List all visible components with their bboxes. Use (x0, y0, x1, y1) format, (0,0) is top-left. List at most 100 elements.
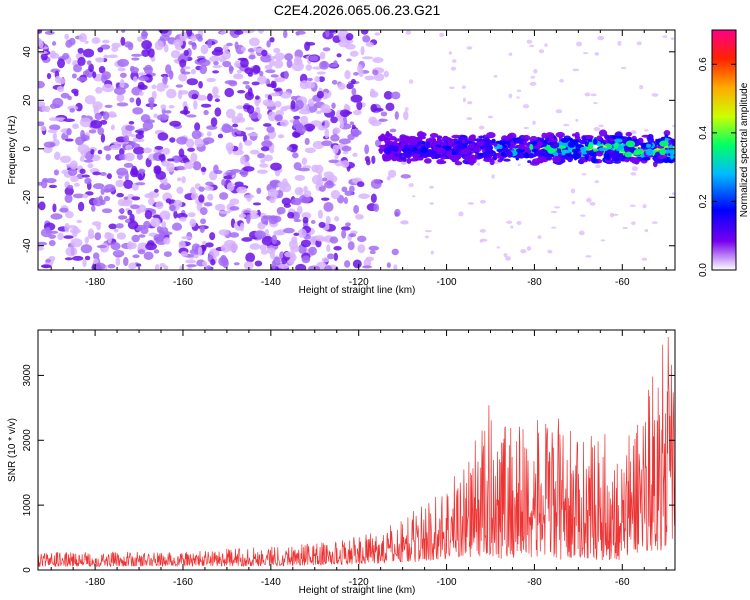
heatmap-cell (84, 236, 89, 245)
heatmap-cell (115, 223, 124, 229)
heatmap-cell (260, 249, 268, 255)
heatmap-cell (293, 115, 301, 120)
heatmap-cell (228, 66, 234, 72)
heatmap-cell (330, 116, 338, 124)
heatmap-cell (163, 237, 171, 245)
heatmap-cell (248, 37, 260, 47)
heatmap-cell (319, 51, 326, 60)
heatmap-cell (379, 148, 383, 152)
heatmap-cell (154, 188, 159, 193)
heatmap-cell (610, 151, 619, 159)
heatmap-cell (400, 174, 412, 179)
heatmap-cell (372, 57, 384, 63)
heatmap-cell (90, 148, 95, 155)
heatmap-cell (459, 150, 465, 155)
heatmap-cell (119, 72, 127, 78)
heatmap-cell (425, 140, 431, 148)
heatmap-cell (584, 92, 591, 97)
heatmap-cell (209, 232, 216, 241)
heatmap-cell (72, 193, 85, 199)
snr-series-line (38, 337, 675, 568)
heatmap-cell (171, 222, 183, 231)
heatmap-cell (469, 134, 476, 139)
heatmap-cell (300, 239, 311, 248)
heatmap-cell (160, 104, 167, 110)
heatmap-cell (38, 121, 45, 127)
heatmap-cell (374, 32, 381, 36)
heatmap-cell (476, 162, 481, 166)
heatmap-cell (551, 226, 557, 229)
heatmap-cell (336, 53, 342, 58)
heatmap-cell (339, 118, 344, 129)
heatmap-cell (357, 244, 366, 254)
heatmap-cell (266, 40, 271, 48)
heatmap-cell (614, 142, 619, 148)
heatmap-cell (95, 57, 104, 61)
heatmap-cell (338, 32, 345, 42)
heatmap-cell (641, 156, 651, 161)
heatmap-cell (596, 135, 603, 141)
heatmap-cell (516, 89, 522, 92)
heatmap-cell (274, 100, 282, 108)
heatmap-cell (323, 171, 334, 178)
heatmap-cell (132, 254, 140, 259)
heatmap-cell (38, 80, 45, 89)
heatmap-cell (301, 212, 312, 219)
heatmap-cell (190, 192, 199, 201)
heatmap-cell (137, 36, 143, 42)
heatmap-cell (391, 155, 398, 162)
heatmap-cell (140, 114, 151, 123)
heatmap-cell (370, 104, 378, 113)
heatmap-cell (221, 179, 226, 186)
heatmap-cell (557, 145, 567, 149)
heatmap-cell (183, 105, 189, 116)
heatmap-cell (87, 163, 94, 169)
heatmap-cell (72, 64, 83, 73)
heatmap-cell (38, 37, 43, 46)
spectrogram-x-tick-label: -80 (527, 277, 542, 288)
heatmap-cell (416, 131, 425, 138)
heatmap-cell (369, 250, 376, 255)
heatmap-cell (123, 256, 129, 267)
heatmap-cell (214, 107, 222, 117)
heatmap-cell (356, 101, 363, 111)
heatmap-cell (324, 119, 330, 129)
heatmap-cell (46, 73, 52, 80)
heatmap-cell (130, 134, 136, 138)
heatmap-cell (153, 249, 160, 254)
heatmap-cell (360, 30, 369, 35)
heatmap-cell (657, 154, 666, 160)
heatmap-cell (116, 192, 124, 198)
heatmap-cell (113, 228, 119, 233)
heatmap-cell (212, 86, 219, 96)
heatmap-cell (284, 53, 294, 61)
heatmap-cell (672, 192, 675, 195)
heatmap-cell (560, 137, 569, 143)
heatmap-cell (529, 44, 535, 47)
heatmap-cell (57, 58, 66, 69)
spectrogram-y-tick-label: 40 (22, 46, 33, 58)
heatmap-cell (129, 97, 135, 103)
heatmap-cell (159, 263, 166, 268)
heatmap-cell (176, 136, 188, 145)
heatmap-cell (429, 202, 434, 205)
heatmap-cell (169, 204, 176, 212)
heatmap-cell (188, 212, 196, 218)
heatmap-cell (506, 220, 513, 224)
heatmap-cell (192, 161, 202, 171)
heatmap-cell (461, 85, 466, 89)
heatmap-cell (642, 204, 647, 209)
heatmap-cell (546, 154, 553, 161)
heatmap-cell (173, 155, 180, 162)
heatmap-cell (63, 118, 75, 122)
heatmap-cell (346, 58, 352, 62)
heatmap-cell (345, 222, 351, 227)
heatmap-cell (153, 113, 158, 119)
colorbar-tick-label: 0.6 (698, 57, 709, 71)
heatmap-cell (94, 262, 106, 270)
heatmap-cell (259, 163, 269, 168)
heatmap-cell (286, 146, 293, 151)
heatmap-cell (341, 229, 347, 239)
heatmap-cell (249, 149, 260, 155)
heatmap-cell (69, 160, 78, 170)
